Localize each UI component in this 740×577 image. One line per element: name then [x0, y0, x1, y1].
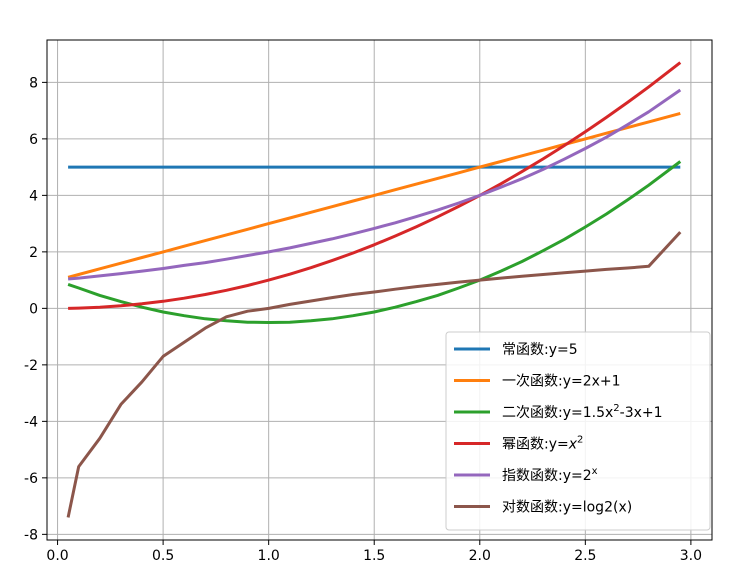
series-line-4 — [68, 61, 682, 310]
legend-label: 对数函数:y=log2(x) — [502, 500, 632, 516]
series-line-3 — [67, 160, 682, 324]
series-lines — [66, 61, 682, 518]
y-tick-label: 6 — [29, 132, 38, 148]
legend-label: 常函数:y=5 — [502, 342, 578, 358]
x-tick-label: 3.0 — [680, 548, 702, 564]
legend-label: 二次函数:y=1.5x2-3x+1 — [502, 403, 663, 421]
plot-frame — [46, 39, 713, 541]
y-tick-label: 4 — [29, 188, 38, 204]
legend-box — [445, 331, 711, 531]
y-tick-label: -2 — [24, 358, 38, 374]
x-tick-label: 2.0 — [469, 548, 491, 564]
x-axis: 0.0 0.5 1.0 1.5 2.0 2.5 3.0 — [46, 540, 702, 564]
legend: 常函数:y=5 一次函数:y=2x+1 二次函数:y=1.5x2-3x+1 幂函数:y… — [445, 331, 711, 531]
x-tick-label: 1.5 — [363, 548, 385, 564]
x-tick-label: 2.5 — [574, 548, 596, 564]
x-tick-label: 0.5 — [152, 548, 174, 564]
legend-label: 一次函数:y=2x+1 — [502, 374, 621, 390]
y-tick-label: -4 — [24, 414, 38, 430]
series-line-6 — [66, 231, 682, 518]
y-tick-label: 0 — [29, 301, 38, 317]
y-tick-label: 2 — [29, 245, 38, 261]
x-tick-label: 1.0 — [258, 548, 280, 564]
y-tick-label: 8 — [29, 75, 38, 91]
y-tick-label: -8 — [24, 527, 38, 543]
legend-label: 指数函数:y=2x — [502, 466, 598, 484]
y-axis: -8 -6 -4 -2 0 2 4 6 8 — [24, 75, 47, 543]
legend-label: 幂函数:y=x2 — [502, 435, 583, 453]
x-tick-label: 0.0 — [46, 548, 68, 564]
series-line-5 — [67, 88, 682, 281]
y-tick-label: -6 — [24, 471, 38, 487]
